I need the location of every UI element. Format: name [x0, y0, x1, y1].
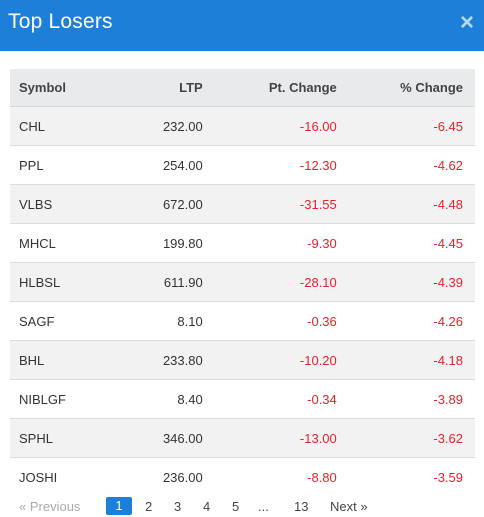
table-header-row: Symbol LTP Pt. Change % Change — [10, 69, 475, 107]
cell-symbol: PPL — [10, 145, 127, 185]
column-header-pt-change[interactable]: Pt. Change — [202, 69, 337, 107]
table-row: NIBLGF 8.40 -0.34 -3.89 — [10, 379, 475, 419]
top-losers-table: Symbol LTP Pt. Change % Change CHL 232.0… — [10, 69, 475, 496]
column-header-pct-change[interactable]: % Change — [336, 69, 475, 107]
cell-pct-change: -6.45 — [336, 106, 475, 146]
cell-pt-change: -0.36 — [202, 301, 337, 341]
cell-symbol: VLBS — [10, 184, 127, 224]
page-ellipsis: ... — [258, 499, 269, 514]
cell-ltp: 611.90 — [126, 262, 203, 302]
cell-symbol: JOSHI — [10, 457, 127, 496]
cell-pct-change: -4.26 — [336, 301, 475, 341]
page-link-4[interactable]: 4 — [203, 499, 211, 514]
table-row: CHL 232.00 -16.00 -6.45 — [10, 106, 475, 146]
table-row: JOSHI 236.00 -8.80 -3.59 — [10, 457, 475, 496]
table-row: BHL 233.80 -10.20 -4.18 — [10, 340, 475, 380]
table-row: PPL 254.00 -12.30 -4.62 — [10, 145, 475, 185]
cell-ltp: 236.00 — [126, 457, 203, 496]
cell-pct-change: -3.62 — [336, 418, 475, 458]
table-row: MHCL 199.80 -9.30 -4.45 — [10, 223, 475, 263]
cell-pt-change: -10.20 — [202, 340, 337, 380]
pagination: « Previous 1 2 3 4 5 ... 13 Next » — [0, 497, 484, 517]
cell-pct-change: -4.18 — [336, 340, 475, 380]
cell-pct-change: -4.45 — [336, 223, 475, 263]
column-header-symbol[interactable]: Symbol — [10, 69, 127, 107]
cell-pct-change: -4.39 — [336, 262, 475, 302]
cell-symbol: CHL — [10, 106, 127, 146]
page-link-2[interactable]: 2 — [145, 499, 153, 514]
cell-ltp: 8.40 — [126, 379, 203, 419]
cell-symbol: HLBSL — [10, 262, 127, 302]
modal-header: Top Losers × — [0, 0, 484, 51]
cell-pt-change: -28.10 — [202, 262, 337, 302]
previous-page-link[interactable]: « Previous — [19, 499, 81, 514]
cell-symbol: SPHL — [10, 418, 127, 458]
cell-symbol: SAGF — [10, 301, 127, 341]
table-row: SPHL 346.00 -13.00 -3.62 — [10, 418, 475, 458]
cell-pt-change: -9.30 — [202, 223, 337, 263]
modal-title: Top Losers — [8, 10, 113, 33]
cell-ltp: 232.00 — [126, 106, 203, 146]
close-icon[interactable]: × — [459, 9, 474, 36]
next-page-link[interactable]: Next » — [330, 499, 368, 514]
page-link-13[interactable]: 13 — [294, 499, 309, 514]
cell-ltp: 346.00 — [126, 418, 203, 458]
cell-pct-change: -3.59 — [336, 457, 475, 496]
column-header-ltp[interactable]: LTP — [126, 69, 203, 107]
cell-pt-change: -0.34 — [202, 379, 337, 419]
cell-pct-change: -3.89 — [336, 379, 475, 419]
cell-pt-change: -13.00 — [202, 418, 337, 458]
cell-ltp: 199.80 — [126, 223, 203, 263]
cell-pt-change: -12.30 — [202, 145, 337, 185]
cell-symbol: BHL — [10, 340, 127, 380]
modal-body: Symbol LTP Pt. Change % Change CHL 232.0… — [0, 51, 484, 515]
table-row: VLBS 672.00 -31.55 -4.48 — [10, 184, 475, 224]
page-link-5[interactable]: 5 — [232, 499, 240, 514]
page-link-3[interactable]: 3 — [174, 499, 182, 514]
cell-ltp: 254.00 — [126, 145, 203, 185]
table-row: HLBSL 611.90 -28.10 -4.39 — [10, 262, 475, 302]
cell-symbol: NIBLGF — [10, 379, 127, 419]
cell-pct-change: -4.48 — [336, 184, 475, 224]
cell-ltp: 672.00 — [126, 184, 203, 224]
cell-symbol: MHCL — [10, 223, 127, 263]
cell-pt-change: -31.55 — [202, 184, 337, 224]
table-row: SAGF 8.10 -0.36 -4.26 — [10, 301, 475, 341]
cell-pt-change: -8.80 — [202, 457, 337, 496]
cell-ltp: 8.10 — [126, 301, 203, 341]
page-link-1[interactable]: 1 — [106, 497, 132, 515]
cell-pt-change: -16.00 — [202, 106, 337, 146]
cell-ltp: 233.80 — [126, 340, 203, 380]
cell-pct-change: -4.62 — [336, 145, 475, 185]
